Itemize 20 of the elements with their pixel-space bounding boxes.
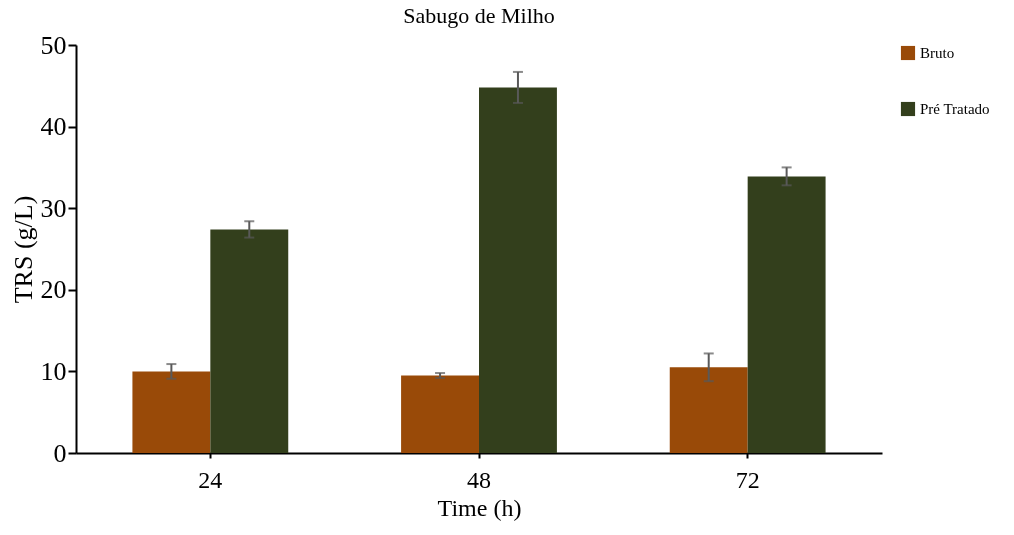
bar (747, 176, 826, 453)
x-tick-label: 72 (735, 466, 760, 493)
bar (669, 367, 748, 453)
y-tick-label: 50 (40, 30, 67, 60)
legend-label: Pré Tratado (920, 101, 990, 117)
chart-title: Sabugo de Milho (403, 3, 555, 28)
bar (479, 87, 557, 453)
y-tick-label: 10 (40, 356, 67, 386)
y-axis-title: TRS (g/L) (8, 195, 38, 304)
y-tick-label: 0 (53, 438, 67, 468)
y-tick-label: 20 (40, 275, 67, 305)
x-axis-title: Time (h) (437, 494, 522, 521)
bar (132, 371, 211, 453)
bar (401, 375, 479, 453)
bar (210, 229, 289, 453)
y-tick-label: 40 (40, 112, 67, 142)
x-tick-label: 24 (198, 466, 223, 493)
x-tick-label: 48 (467, 466, 491, 493)
y-tick-label: 30 (40, 193, 67, 223)
legend-label: Bruto (920, 45, 955, 61)
